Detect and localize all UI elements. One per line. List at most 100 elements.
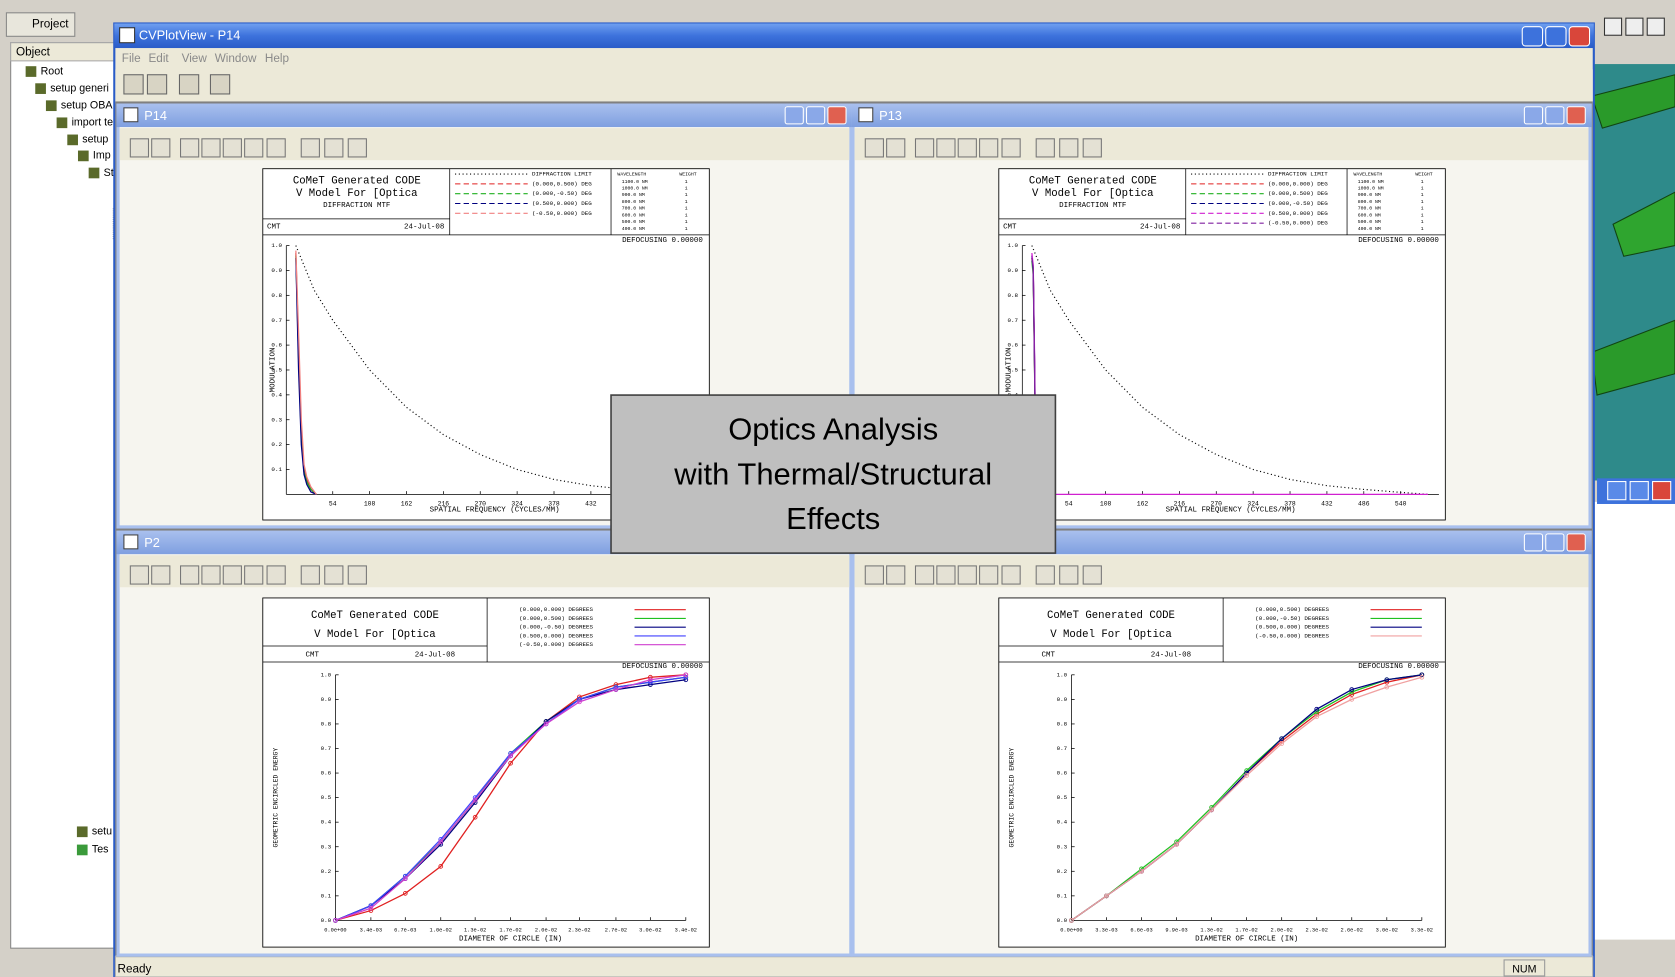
tree-item[interactable]: setup [82, 134, 108, 146]
window-icon [124, 108, 138, 122]
line-tool[interactable] [301, 566, 319, 584]
close-button[interactable] [1569, 27, 1589, 46]
tree-item[interactable]: setup generi [50, 82, 109, 94]
tree-item[interactable]: setu [92, 826, 112, 838]
text-tool[interactable] [325, 139, 343, 157]
maximize-button[interactable] [1630, 482, 1648, 500]
pan-tool[interactable] [937, 139, 955, 157]
text-tool[interactable] [1060, 566, 1078, 584]
maximize-button[interactable] [807, 107, 825, 124]
minimize-button[interactable] [1522, 27, 1542, 46]
close-button[interactable] [1653, 482, 1671, 500]
zoom-box-tool[interactable] [915, 566, 933, 584]
close-button[interactable] [1647, 18, 1664, 35]
x-tick-label: 432 [1321, 501, 1333, 508]
minimize-button[interactable] [785, 107, 803, 124]
pan-tool[interactable] [202, 566, 220, 584]
reset-tool[interactable] [1002, 139, 1020, 157]
minimize-button[interactable] [1608, 482, 1626, 500]
maximize-button[interactable] [1546, 534, 1564, 551]
tree-item[interactable]: setup OBA [61, 100, 113, 112]
save-tool[interactable] [865, 566, 883, 584]
pan-tool[interactable] [937, 566, 955, 584]
zoom-box-tool[interactable] [181, 566, 199, 584]
open-button[interactable] [124, 75, 143, 94]
zoom-out-tool[interactable] [245, 139, 263, 157]
select-tool[interactable] [887, 566, 905, 584]
tree-item[interactable]: import te [72, 117, 114, 129]
maximize-button[interactable] [1626, 18, 1643, 35]
viewport-blank [1592, 502, 1675, 940]
line-tool[interactable] [301, 139, 319, 157]
minimize-button[interactable] [1524, 534, 1542, 551]
print-button[interactable] [210, 75, 229, 94]
close-button[interactable] [828, 107, 846, 124]
zoom-out-tool[interactable] [980, 139, 998, 157]
tree-item[interactable]: St [104, 167, 114, 179]
copy-button[interactable] [179, 75, 198, 94]
x-tick-label: 2.0e-02 [535, 927, 557, 933]
save-tool[interactable] [865, 139, 883, 157]
legend-label: DIFFRACTION LIMIT [532, 171, 592, 178]
menu-item[interactable]: Edit [148, 52, 169, 65]
wavelength: 700.0 NM [622, 206, 645, 212]
reset-tool[interactable] [1002, 566, 1020, 584]
weight: 1 [685, 192, 688, 198]
select-tool[interactable] [887, 139, 905, 157]
select-tool[interactable] [152, 566, 170, 584]
minimize-button[interactable] [1604, 18, 1621, 35]
zoom-in-tool[interactable] [223, 139, 241, 157]
select-tool[interactable] [152, 139, 170, 157]
x-tick-label: 6.7e-03 [394, 927, 416, 933]
save-tool[interactable] [130, 139, 148, 157]
reset-tool[interactable] [267, 139, 285, 157]
x-tick-label: 1.3e-02 [1200, 927, 1222, 933]
line-tool[interactable] [1036, 139, 1054, 157]
zoom-in-tool[interactable] [958, 566, 976, 584]
wavelength: 800.0 NM [1358, 199, 1381, 205]
x-tick-label: 270 [474, 501, 486, 508]
callout-line: Optics Analysis [728, 412, 938, 447]
zoom-in-tool[interactable] [223, 566, 241, 584]
zoom-box-tool[interactable] [915, 139, 933, 157]
plot-subtitle: V Model For [Optica [1050, 629, 1172, 641]
text-tool[interactable] [325, 566, 343, 584]
window-icon [859, 108, 873, 122]
plot-author: CMT [1042, 652, 1056, 660]
erase-tool[interactable] [1083, 566, 1101, 584]
erase-tool[interactable] [1083, 139, 1101, 157]
close-button[interactable] [1567, 107, 1585, 124]
zoom-out-tool[interactable] [245, 566, 263, 584]
menu-item[interactable]: Help [265, 52, 290, 65]
maximize-button[interactable] [1546, 107, 1564, 124]
reset-tool[interactable] [267, 566, 285, 584]
erase-tool[interactable] [348, 566, 366, 584]
text-tool[interactable] [1060, 139, 1078, 157]
y-tick-label: 0.5 [1007, 367, 1018, 374]
y-tick-label: 0.2 [1057, 868, 1068, 875]
line-tool[interactable] [1036, 566, 1054, 584]
maximize-button[interactable] [1546, 27, 1566, 46]
window-title-bar [851, 104, 1591, 127]
zoom-box-tool[interactable] [181, 139, 199, 157]
zoom-out-tool[interactable] [980, 566, 998, 584]
save-button[interactable] [147, 75, 166, 94]
wavelength: 1100.0 NM [622, 179, 648, 185]
close-button[interactable] [1567, 534, 1585, 551]
x-tick-label: 540 [1395, 501, 1407, 508]
erase-tool[interactable] [348, 139, 366, 157]
menu-item[interactable]: File [122, 52, 141, 65]
plot-title: CoMeT Generated CODE [293, 175, 421, 187]
x-tick-label: 1.7e-02 [1235, 927, 1257, 933]
legend-label: (0.000,-0.50) DEGREES [1255, 615, 1329, 622]
pan-tool[interactable] [202, 139, 220, 157]
y-tick-label: 0.7 [321, 745, 332, 752]
menu-item[interactable]: View [182, 52, 208, 65]
tree-item[interactable]: Root [41, 65, 64, 77]
save-tool[interactable] [130, 566, 148, 584]
tree-item[interactable]: Imp [93, 150, 111, 162]
menu-item[interactable]: Window [215, 52, 257, 65]
tree-item[interactable]: Tes [92, 844, 109, 856]
minimize-button[interactable] [1524, 107, 1542, 124]
zoom-in-tool[interactable] [958, 139, 976, 157]
